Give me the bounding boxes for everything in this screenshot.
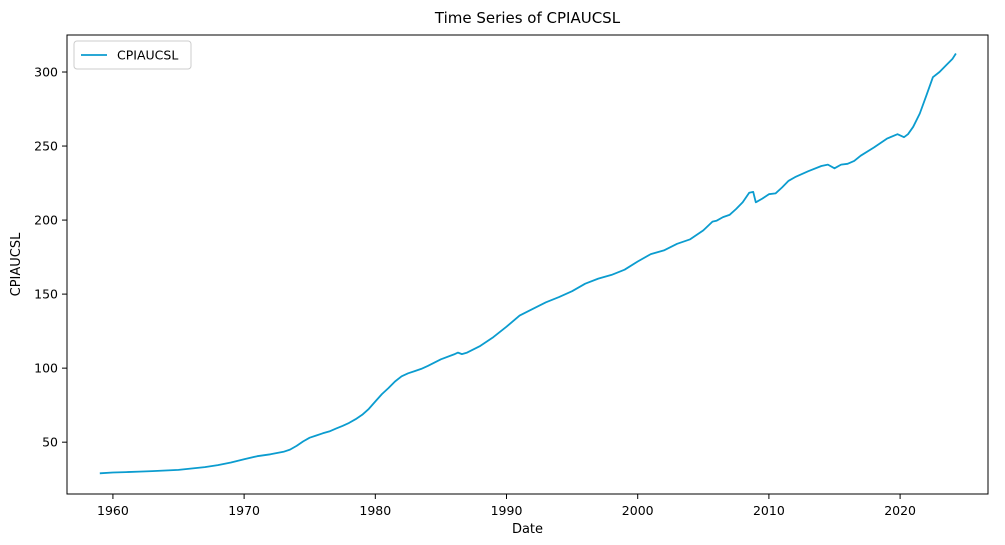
x-axis-title: Date <box>512 522 543 537</box>
y-tick-label: 200 <box>34 213 58 228</box>
y-tick-label: 150 <box>34 287 58 302</box>
x-tick-label: 1960 <box>97 503 129 518</box>
x-tick-label: 2010 <box>753 503 785 518</box>
x-tick-label: 1970 <box>228 503 260 518</box>
y-tick-label: 100 <box>34 361 58 376</box>
y-tick-label: 250 <box>34 139 58 154</box>
plot-area <box>66 34 989 495</box>
x-tick-label: 1980 <box>359 503 391 518</box>
legend-label: CPIAUCSL <box>117 48 178 63</box>
legend-box <box>73 40 192 70</box>
x-tick-label: 2000 <box>622 503 654 518</box>
y-axis: 50 100 150 200 250 300 <box>34 65 67 450</box>
x-tick-label: 1990 <box>491 503 523 518</box>
y-tick-label: 300 <box>34 65 58 80</box>
series-line-cpiaucsl <box>99 53 957 475</box>
chart-title: Time Series of CPIAUCSL <box>434 9 621 27</box>
x-axis: 1960 1970 1980 1990 2000 2010 2020 <box>97 494 916 518</box>
y-axis-title: CPIAUCSL <box>9 232 24 296</box>
x-tick-label: 2020 <box>884 503 916 518</box>
legend: CPIAUCSL <box>73 40 192 70</box>
y-tick-label: 50 <box>42 435 58 450</box>
